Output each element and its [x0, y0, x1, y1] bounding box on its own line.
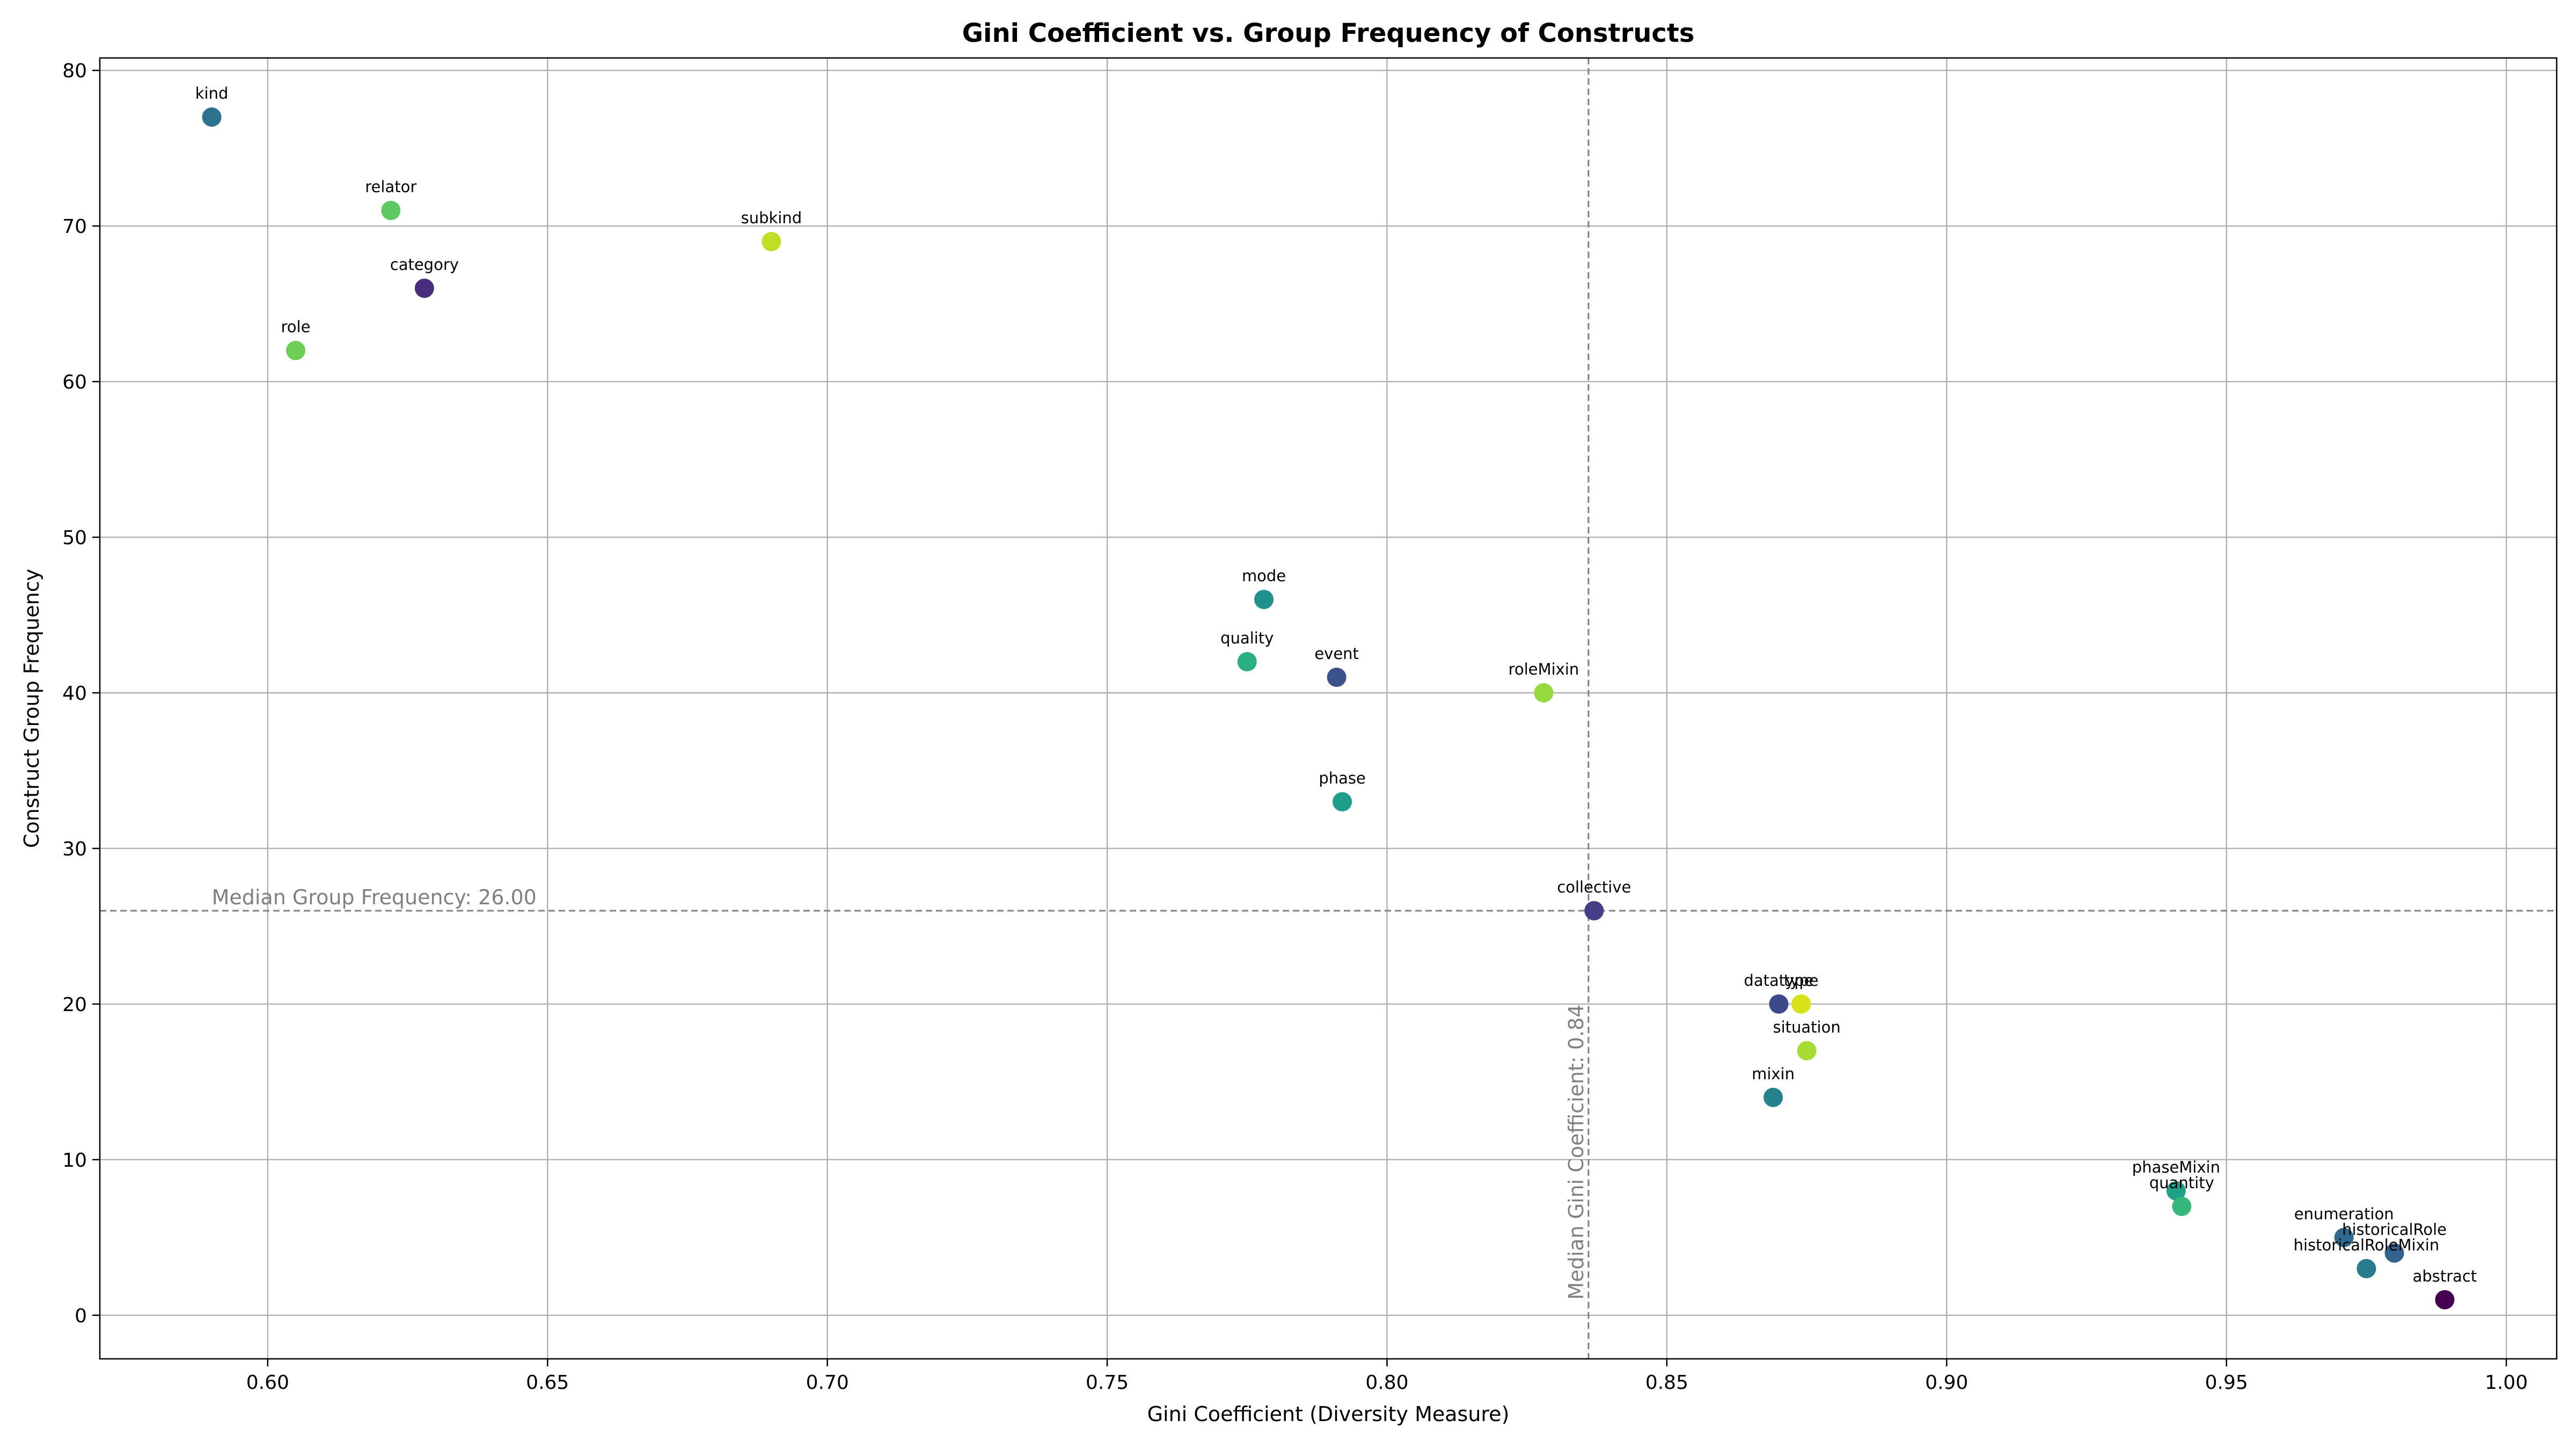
data-point — [2357, 1258, 2376, 1278]
data-point — [2166, 1181, 2186, 1201]
point-label: quality — [1220, 629, 1274, 647]
data-point — [1769, 994, 1789, 1014]
axis-ticks: 0.60 0.65 0.70 0.75 0.80 0.85 0.90 0.95 1.00 0 10 2… — [62, 60, 2528, 1394]
x-tick-label: 0.65 — [526, 1372, 569, 1394]
point-label: situation — [1773, 1018, 1840, 1036]
data-point — [286, 341, 305, 361]
point-label: role — [281, 318, 311, 336]
point-label: datatype — [1744, 971, 1813, 990]
data-point — [1333, 792, 1352, 811]
point-label: mode — [1242, 567, 1286, 585]
point-label: mixin — [1752, 1065, 1795, 1083]
grid-lines — [100, 58, 2557, 1359]
data-point — [2384, 1243, 2404, 1263]
median-lines — [100, 58, 2557, 1359]
data-point — [1797, 1041, 1817, 1060]
data-point — [1791, 994, 1811, 1014]
data-point — [1534, 683, 1554, 703]
x-tick-label: 0.70 — [806, 1372, 849, 1394]
y-tick-label: 10 — [62, 1150, 87, 1172]
y-tick-label: 80 — [62, 60, 87, 82]
data-point — [1237, 652, 1257, 672]
point-label: abstract — [2413, 1267, 2477, 1285]
point-label: subkind — [741, 209, 802, 227]
x-tick-label: 0.75 — [1086, 1372, 1129, 1394]
data-point — [1763, 1087, 1783, 1107]
x-axis-label: Gini Coefficient (Diversity Measure) — [1147, 1402, 1510, 1426]
data-point — [202, 107, 222, 127]
y-tick-label: 40 — [62, 683, 87, 705]
data-points: kind relator subkind category role mode qualit… — [195, 84, 2477, 1309]
point-label: enumeration — [2294, 1205, 2394, 1223]
data-point — [2435, 1290, 2455, 1309]
point-label: kind — [195, 84, 229, 103]
y-tick-label: 30 — [62, 838, 87, 860]
y-axis-label: Construct Group Frequency — [20, 569, 43, 848]
x-tick-label: 0.90 — [1925, 1372, 1968, 1394]
data-point — [2334, 1227, 2354, 1247]
point-label: historicalRoleMixin — [2294, 1236, 2440, 1254]
point-label: relator — [365, 178, 416, 196]
point-label: category — [390, 255, 459, 274]
x-tick-label: 0.80 — [1365, 1372, 1408, 1394]
point-label: type — [1784, 971, 1819, 990]
point-label: collective — [1557, 878, 1631, 896]
median-frequency-label: Median Group Frequency: 26.00 — [212, 885, 537, 909]
y-tick-label: 70 — [62, 216, 87, 238]
x-tick-label: 1.00 — [2485, 1372, 2528, 1394]
x-tick-label: 0.60 — [246, 1372, 289, 1394]
y-tick-label: 50 — [62, 527, 87, 549]
point-label: phaseMixin — [2132, 1158, 2220, 1176]
median-gini-label: Median Gini Coefficient: 0.84 — [1564, 1005, 1588, 1300]
data-point — [414, 279, 434, 298]
point-label: historicalRole — [2342, 1220, 2447, 1239]
x-tick-label: 0.95 — [2205, 1372, 2248, 1394]
x-tick-label: 0.85 — [1645, 1372, 1688, 1394]
data-point — [381, 201, 401, 221]
plot-frame — [99, 57, 2558, 1360]
data-point — [762, 232, 781, 252]
data-point — [1584, 901, 1604, 920]
data-point — [2172, 1196, 2192, 1216]
point-label: roleMixin — [1509, 660, 1579, 678]
point-label: quantity — [2149, 1174, 2214, 1192]
point-label: phase — [1319, 769, 1366, 787]
y-tick-label: 0 — [75, 1305, 87, 1327]
data-point — [1254, 590, 1274, 610]
y-tick-label: 20 — [62, 994, 87, 1016]
y-tick-label: 60 — [62, 371, 87, 393]
chart-title: Gini Coefficient vs. Group Frequency of … — [962, 18, 1695, 48]
point-label: event — [1314, 645, 1359, 663]
data-point — [1327, 668, 1346, 687]
